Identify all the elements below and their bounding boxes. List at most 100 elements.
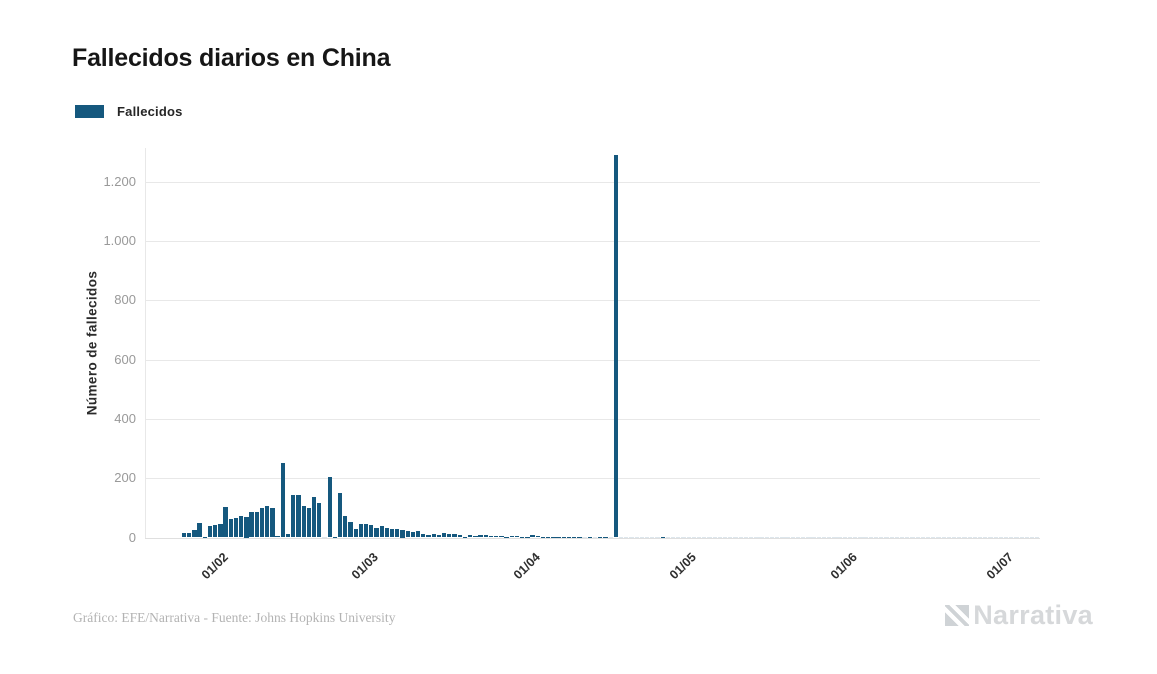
bar[interactable] [363, 523, 369, 538]
bar[interactable] [353, 528, 358, 538]
bar[interactable] [452, 534, 457, 538]
bar[interactable] [540, 536, 546, 538]
bar[interactable] [577, 536, 582, 538]
bar[interactable] [228, 518, 233, 538]
bar[interactable] [790, 536, 795, 538]
bar[interactable] [821, 536, 827, 538]
bar[interactable] [254, 511, 259, 538]
bar[interactable] [317, 502, 322, 538]
bar[interactable] [769, 536, 775, 538]
bar[interactable] [384, 528, 390, 538]
bar[interactable] [967, 536, 972, 538]
bar[interactable] [285, 534, 291, 538]
bar[interactable] [749, 536, 754, 538]
bar[interactable] [702, 536, 707, 538]
bar[interactable] [728, 536, 733, 538]
bar[interactable] [811, 536, 816, 538]
bar[interactable] [946, 536, 952, 538]
bar[interactable] [572, 536, 577, 538]
bar[interactable] [582, 536, 587, 538]
bar[interactable] [754, 536, 759, 538]
bar[interactable] [613, 155, 618, 538]
bar[interactable] [218, 523, 223, 538]
bar[interactable] [348, 522, 353, 538]
bar[interactable] [358, 524, 364, 538]
bar[interactable] [733, 536, 738, 538]
bar[interactable] [494, 535, 499, 538]
bar[interactable] [910, 536, 915, 538]
bar[interactable] [842, 536, 847, 538]
bar[interactable] [431, 533, 436, 538]
bar[interactable] [660, 536, 665, 538]
bar[interactable] [322, 536, 327, 538]
bar[interactable] [899, 536, 905, 538]
bar[interactable] [270, 507, 275, 538]
bar[interactable] [598, 536, 603, 538]
bar[interactable] [915, 536, 920, 538]
bar[interactable] [1024, 536, 1030, 538]
bar[interactable] [977, 536, 983, 538]
bar[interactable] [936, 536, 941, 538]
bar[interactable] [410, 532, 416, 538]
bar[interactable] [707, 536, 712, 538]
bar[interactable] [504, 536, 509, 538]
bar[interactable] [634, 536, 639, 538]
bar[interactable] [681, 536, 686, 538]
bar[interactable] [436, 534, 442, 538]
bar[interactable] [827, 536, 832, 538]
bar[interactable] [447, 533, 452, 538]
bar[interactable] [905, 536, 910, 538]
bar[interactable] [592, 536, 598, 538]
bar[interactable] [509, 536, 514, 538]
bar[interactable] [207, 525, 213, 538]
bar[interactable] [291, 495, 296, 538]
bar[interactable] [244, 516, 249, 538]
bar[interactable] [873, 536, 879, 538]
bar[interactable] [520, 536, 525, 538]
bar[interactable] [311, 497, 317, 538]
bar[interactable] [676, 536, 681, 538]
bar[interactable] [265, 505, 270, 538]
bar[interactable] [816, 536, 821, 538]
bar[interactable] [655, 536, 660, 538]
bar[interactable] [327, 476, 332, 538]
bar[interactable] [280, 462, 285, 538]
bar[interactable] [514, 536, 520, 538]
bar[interactable] [478, 534, 483, 538]
bar[interactable] [889, 536, 894, 538]
bar[interactable] [400, 529, 405, 538]
bar[interactable] [187, 533, 192, 538]
bar[interactable] [957, 536, 962, 538]
bar[interactable] [691, 536, 697, 538]
bar[interactable] [395, 529, 400, 538]
bar[interactable] [759, 536, 764, 538]
bar[interactable] [983, 536, 988, 538]
legend-item-fallecidos[interactable]: Fallecidos [75, 104, 183, 119]
bar[interactable] [665, 536, 671, 538]
bar[interactable] [405, 530, 410, 538]
bar[interactable] [847, 536, 853, 538]
bar[interactable] [858, 536, 863, 538]
bar[interactable] [624, 536, 629, 538]
bar[interactable] [1009, 536, 1014, 538]
bar[interactable] [894, 536, 899, 538]
bar[interactable] [566, 536, 572, 538]
bar[interactable] [639, 536, 645, 538]
bar[interactable] [561, 536, 566, 538]
bar[interactable] [415, 530, 421, 538]
bar[interactable] [795, 536, 801, 538]
bar[interactable] [717, 536, 723, 538]
bar[interactable] [275, 536, 280, 538]
bar[interactable] [686, 536, 691, 538]
bar[interactable] [587, 536, 592, 538]
bar[interactable] [369, 525, 374, 538]
bar[interactable] [426, 535, 431, 538]
bar[interactable] [629, 536, 634, 538]
bar[interactable] [998, 536, 1004, 538]
bar[interactable] [925, 536, 931, 538]
bar[interactable] [884, 536, 889, 538]
bar[interactable] [1035, 536, 1040, 538]
bar[interactable] [457, 535, 462, 538]
bar[interactable] [832, 536, 837, 538]
bar[interactable] [951, 536, 957, 538]
